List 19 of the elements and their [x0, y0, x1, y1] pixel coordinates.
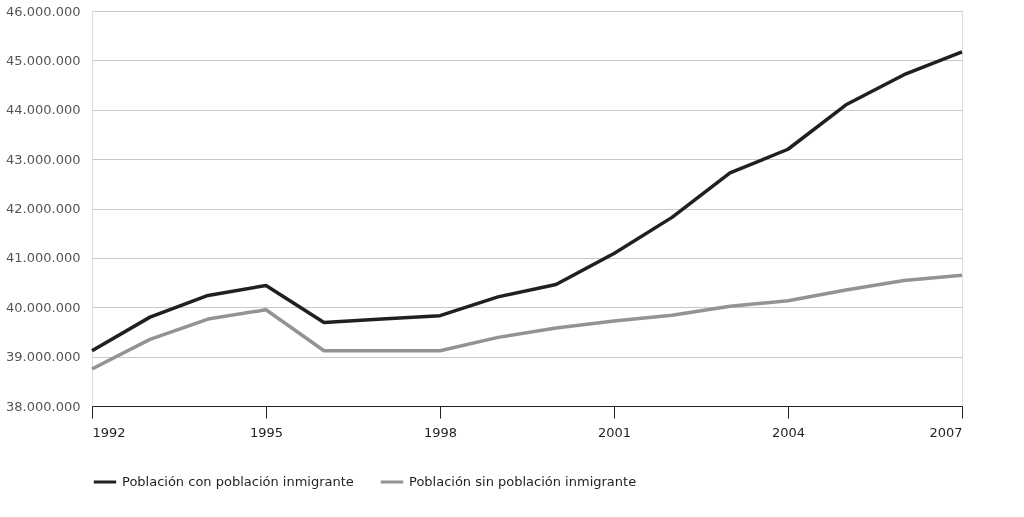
y-tick-label: 39.000.000	[6, 349, 81, 365]
x-tick-label: 1992	[92, 424, 126, 440]
legend-label: Población con población inmigrante	[122, 474, 354, 489]
y-tick-label: 40.000.000	[6, 299, 81, 315]
y-tick-label: 41.000.000	[6, 250, 81, 266]
y-tick-label: 42.000.000	[6, 201, 81, 216]
line-series	[90, 50, 964, 353]
y-tick-label: 46.000.000	[6, 3, 81, 19]
x-tick-label: 1995	[249, 424, 284, 440]
y-tick-label: 45.000.000	[6, 52, 81, 68]
y-tick-label: 44.000.000	[6, 102, 81, 118]
line-series	[90, 273, 964, 371]
x-tick-label: 2004	[771, 424, 806, 440]
legend-label: Población sin población inmigrante	[409, 474, 637, 489]
x-tick-label: 1998	[423, 424, 458, 440]
x-tick-label: 2007	[929, 424, 963, 440]
x-tick-label: 2001	[597, 424, 632, 440]
y-tick-label: 43.000.000	[6, 151, 81, 167]
y-tick-label: 38.000.000	[6, 398, 81, 414]
